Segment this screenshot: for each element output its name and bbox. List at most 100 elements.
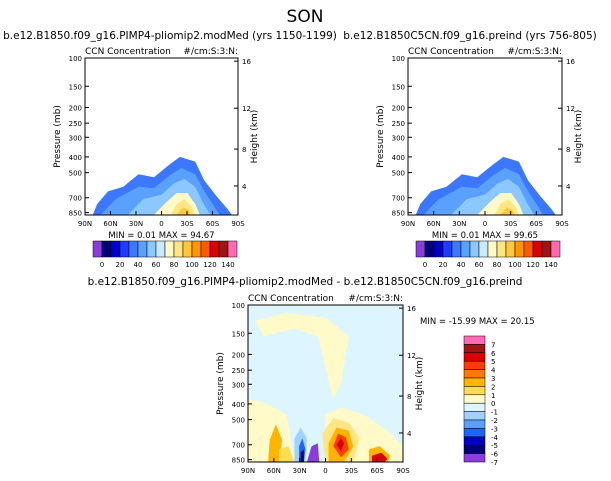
colorbar-swatch [128,240,139,258]
contour-fill-region-10 [268,424,283,462]
x-tick-label: 0 [483,220,487,228]
colorbar-tick-label: 20 [116,261,125,269]
x-tick-label: 90S [231,220,245,228]
y-tick-label: 200 [69,104,82,112]
colorbar-tick-label: -4 [491,434,499,442]
chart-subtitle-right: #/cm:S:3:N: [183,47,238,57]
chart-panel-1 [84,57,239,258]
y-tick-right-label: 16 [566,58,575,66]
colorbar-tick-label: -5 [491,442,498,450]
y-tick-right-label: 8 [242,146,246,154]
colorbar-swatch [463,402,486,412]
colorbar-swatch [514,240,525,258]
colorbar-swatch [200,240,211,258]
colorbar-tick-label: 6 [491,350,496,358]
colorbar-tick-label: -7 [491,459,498,467]
y-tick-right-label: 4 [407,430,412,438]
colorbar-swatch [463,436,486,446]
colorbar-tick-label: 0 [491,400,495,408]
colorbar-swatch [218,240,229,258]
colorbar-swatch [478,240,489,258]
colorbar-swatch [463,377,486,387]
contour-fill-region-1 [248,399,295,462]
colorbar-swatch [463,335,486,345]
chart-panel-3 [247,304,486,463]
colorbar-swatch [415,240,426,258]
y-tick-label: 850 [392,210,405,218]
y-axis-label: Pressure (mb) [216,352,226,415]
colorbar-swatch [463,344,486,354]
colorbar-swatch [155,240,166,258]
colorbar-tick-label: 5 [491,358,495,366]
x-tick-label: 30N [129,220,143,228]
colorbar-swatch [424,240,435,258]
chart-subtitle-right: #/cm:S:3:N: [348,294,403,304]
colorbar-swatch [541,240,552,258]
y-tick-label: 850 [69,210,82,218]
colorbar-swatch [119,240,130,258]
y-tick-label: 200 [232,351,245,359]
y-axis-right-label: Height (km) [574,110,584,164]
y-tick-label: 100 [69,55,82,63]
x-tick-label: 90N [401,220,415,228]
chart-subtitle-left: CCN Concentration [248,294,334,304]
y-tick-label: 100 [392,55,405,63]
min-max-label: MIN = 0.01 MAX = 99.65 [432,231,538,241]
y-tick-label: 400 [392,154,405,162]
x-tick-label: 90S [555,220,569,228]
x-tick-label: 0 [323,467,327,475]
x-tick-label: 90N [241,467,255,475]
contour-fill-region-7 [339,443,343,448]
colorbar-swatch [209,240,220,258]
colorbar-tick-label: 140 [544,261,557,269]
x-tick-label: 30S [180,220,194,228]
colorbar-swatch [463,394,486,404]
x-tick-label: 60S [370,467,384,475]
colorbar-swatch [137,240,148,258]
y-tick-label: 250 [69,120,82,128]
min-max-label: MIN = -15.99 MAX = 20.15 [420,317,535,327]
colorbar-swatch [463,360,486,370]
colorbar-tick-label: 100 [185,261,198,269]
colorbar-swatch [550,240,561,258]
colorbar-swatch [463,411,486,421]
colorbar-tick-label: 120 [526,261,539,269]
y-tick-label: 300 [232,381,245,389]
y-tick-label: 250 [232,367,245,375]
colorbar-tick-label: 80 [493,261,502,269]
colorbar-tick-label: -3 [491,425,498,433]
colorbar-swatch [433,240,444,258]
colorbar-tick-label: 140 [221,261,234,269]
min-max-label: MIN = 0.01 MAX = 94.67 [108,231,214,241]
x-tick-label: 30N [293,467,307,475]
y-tick-label: 150 [69,83,82,91]
colorbar-tick-label: 1 [491,392,495,400]
contour-fill-region-14 [306,443,320,462]
y-tick-right-label: 12 [242,105,251,113]
colorbar-swatch [451,240,462,258]
colorbar-swatch [463,352,486,362]
colorbar-tick-label: -1 [491,409,498,417]
x-tick-label: 60S [530,220,544,228]
y-tick-label: 150 [392,83,405,91]
page-title: SON [287,7,324,27]
y-tick-label: 150 [232,330,245,338]
colorbar-swatch [463,444,486,454]
y-tick-label: 700 [232,442,245,450]
chart-subtitle-left: CCN Concentration [85,47,171,57]
x-tick-label: 60N [103,220,117,228]
y-tick-right-label: 16 [242,58,251,66]
y-tick-right-label: 12 [407,352,416,360]
colorbar-tick-label: 0 [423,261,427,269]
contour-fill-edge [557,186,562,215]
y-tick-right-label: 4 [242,183,247,191]
x-tick-label: 30S [504,220,518,228]
colorbar-tick-label: 120 [203,261,216,269]
colorbar-swatch [442,240,453,258]
colorbar-swatch [469,240,480,258]
y-tick-label: 700 [392,195,405,203]
chart-panel-2 [407,57,563,258]
colorbar-swatch [496,240,507,258]
colorbar-swatch [182,240,193,258]
colorbar-tick-label: 80 [170,261,179,269]
